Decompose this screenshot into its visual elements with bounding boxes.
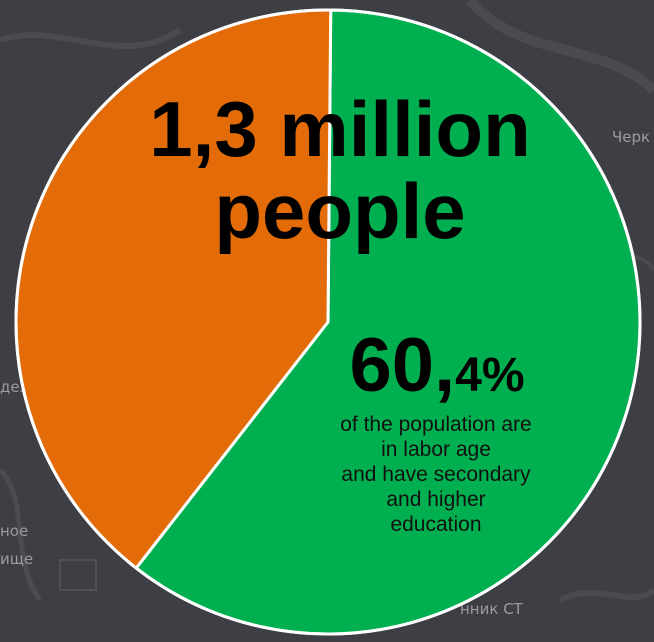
map-label-ishche: ище [0, 550, 34, 568]
description-line: and higher [386, 488, 486, 511]
map-label-cherk: Черк [612, 128, 651, 146]
percentage-fraction: 4% [455, 349, 525, 402]
map-label-nnik-st: нник СТ [460, 600, 523, 618]
headline: 1,3 million people [110, 88, 570, 252]
description-line: in labor age [381, 438, 491, 461]
description-line: and have secondary [341, 463, 531, 486]
percentage-whole: 60, [349, 323, 456, 408]
pie-outline [14, 8, 642, 636]
headline-line-2: people [214, 167, 466, 255]
description-line: of the population are [340, 413, 532, 436]
headline-line-1: 1,3 million [149, 85, 531, 173]
percentage-label: 60,4% [312, 328, 562, 425]
description: of the population are in labor age and hav… [300, 412, 572, 537]
map-label-noe: ное [0, 522, 29, 540]
description-line: education [390, 513, 482, 536]
